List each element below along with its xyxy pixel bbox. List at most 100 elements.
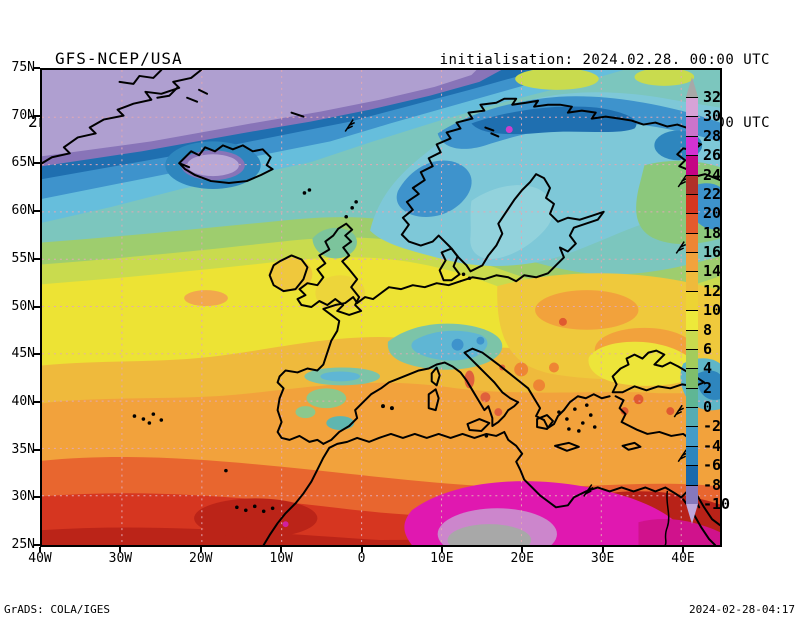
colorbar-label: 12 bbox=[703, 281, 722, 300]
lat-label: 55N bbox=[11, 250, 35, 266]
colorbar-label: -8 bbox=[703, 475, 722, 494]
colorbar-label: 30 bbox=[703, 107, 722, 126]
lon-tick bbox=[601, 547, 604, 552]
colorbar-label: 22 bbox=[703, 184, 722, 203]
lat-label: 70N bbox=[11, 107, 35, 123]
lat-tick bbox=[34, 400, 40, 403]
lat-label: 60N bbox=[11, 203, 35, 219]
coast-great-britain bbox=[296, 222, 363, 316]
lon-label: 10E bbox=[430, 551, 454, 566]
coast-peloponnese bbox=[536, 414, 554, 430]
lon-label: 20E bbox=[510, 551, 534, 566]
colorbar-label: 28 bbox=[703, 126, 722, 145]
colorbar-label: -10 bbox=[703, 495, 731, 513]
lon-tick bbox=[39, 547, 41, 552]
colorbar-label: 20 bbox=[703, 204, 722, 223]
lat-tick bbox=[34, 210, 40, 213]
lon-label: 40E bbox=[671, 551, 695, 566]
colorbar: 32 30 28 26 24 22 20 18 16 14 12 10 8 6 4 2 0 -2 -4 -6 -8 -10 bbox=[686, 77, 730, 524]
lat-label: 40N bbox=[11, 393, 35, 409]
colorbar-segment bbox=[686, 407, 698, 427]
colorbar-segment bbox=[686, 426, 698, 446]
grads-credit: GrADS: COLA/IGES bbox=[4, 603, 110, 616]
coast-black-sea bbox=[611, 349, 706, 394]
colorbar-label: -6 bbox=[703, 456, 722, 475]
creation-timestamp: 2024-02-28-04:17 bbox=[689, 603, 795, 616]
colorbar-segment bbox=[686, 445, 698, 466]
lon-label: 30E bbox=[590, 551, 615, 566]
lon-tick bbox=[440, 547, 443, 552]
lat-tick bbox=[34, 353, 40, 356]
lat-tick bbox=[34, 305, 40, 308]
colorbar-segment bbox=[686, 174, 698, 194]
colorbar-segment bbox=[686, 271, 698, 291]
coast-greenland-fjords bbox=[118, 70, 209, 103]
colorbar-label: 2 bbox=[703, 378, 713, 397]
colorbar-label: 26 bbox=[703, 146, 722, 165]
colorbar-segment bbox=[686, 232, 698, 253]
coast-lofoten bbox=[484, 126, 500, 138]
lat-tick bbox=[34, 257, 40, 260]
colorbar-segment bbox=[686, 97, 698, 117]
colorbar-segment bbox=[686, 310, 698, 330]
colorbar-segment bbox=[686, 290, 698, 311]
lon-tick bbox=[199, 547, 202, 552]
colorbar-label: -2 bbox=[703, 417, 722, 436]
colorbar-label: 24 bbox=[703, 165, 722, 184]
colorbar-arrow-up-icon bbox=[686, 77, 698, 97]
lat-label: 25N bbox=[11, 537, 35, 552]
region-alps-cold bbox=[387, 323, 503, 370]
small-islands bbox=[132, 188, 597, 514]
colorbar-label: 10 bbox=[703, 301, 722, 320]
coast-greenland bbox=[42, 70, 203, 165]
initialisation-time: initialisation: 2024.02.28. 00:00 UTC bbox=[439, 52, 770, 68]
colorbar-label: 32 bbox=[703, 88, 722, 106]
coastlines bbox=[42, 70, 720, 545]
coast-corsica bbox=[430, 366, 441, 387]
colorbar-label: 18 bbox=[703, 223, 722, 242]
coast-crete bbox=[553, 441, 580, 452]
lon-tick bbox=[280, 547, 283, 552]
colorbar-label: 8 bbox=[703, 320, 713, 339]
colorbar-label: 14 bbox=[703, 262, 722, 281]
lon-label: 0 bbox=[357, 551, 366, 566]
lat-label: 30N bbox=[11, 489, 35, 505]
lat-tick bbox=[34, 496, 40, 499]
lat-tick bbox=[34, 162, 40, 165]
lat-label: 65N bbox=[11, 155, 35, 171]
coast-baltic bbox=[400, 173, 605, 283]
map-frame: 32 30 28 26 24 22 20 18 16 14 12 10 8 6 4 2 0 -2 -4 -6 -8 -10 bbox=[40, 68, 730, 547]
lat-label: 50N bbox=[11, 298, 35, 314]
colorbar-label: 16 bbox=[703, 243, 722, 262]
lon-tick bbox=[521, 547, 524, 552]
colorbar-label: 0 bbox=[703, 398, 713, 417]
wind-barbs bbox=[344, 119, 689, 497]
region-black-sea-mild bbox=[588, 341, 698, 386]
lon-tick bbox=[682, 547, 684, 552]
coast-ireland bbox=[268, 254, 309, 293]
coast-cyprus bbox=[621, 441, 642, 451]
lat-tick bbox=[34, 544, 40, 546]
lon-tick bbox=[360, 547, 363, 552]
lat-tick bbox=[34, 114, 40, 117]
colorbar-segment bbox=[686, 213, 698, 233]
lon-label: 30W bbox=[108, 551, 133, 566]
colorbar-arrow-down-icon bbox=[686, 504, 698, 524]
colorbar-segment bbox=[686, 116, 698, 136]
coast-iceland bbox=[178, 144, 274, 185]
colorbar-segment bbox=[686, 252, 698, 272]
colorbar-segment bbox=[686, 484, 698, 504]
lat-tick bbox=[34, 67, 40, 69]
colorbar-label: 6 bbox=[703, 339, 713, 358]
colorbar-segment bbox=[686, 155, 698, 175]
coast-sardinia bbox=[427, 388, 440, 412]
coast-denmark bbox=[438, 247, 461, 282]
colorbar-segment bbox=[686, 368, 698, 388]
colorbar-segment bbox=[686, 348, 698, 369]
coast-west-europe bbox=[276, 280, 462, 445]
lat-label: 45N bbox=[11, 346, 35, 362]
colorbar-segment bbox=[686, 465, 698, 485]
colorbar-label: 4 bbox=[703, 359, 713, 378]
colorbar-segment bbox=[686, 135, 698, 156]
